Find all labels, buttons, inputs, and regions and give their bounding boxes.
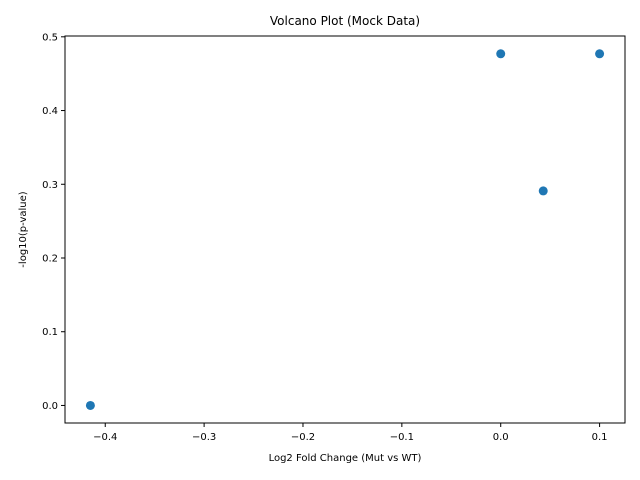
chart-title: Volcano Plot (Mock Data) <box>270 14 420 28</box>
x-axis-ticks: −0.4 −0.3 −0.2 −0.1 0.0 0.1 <box>93 423 608 443</box>
plot-frame <box>64 35 626 424</box>
y-axis-ticks: 0.0 0.1 0.2 0.3 0.4 0.5 <box>42 32 65 412</box>
x-tick-label: −0.1 <box>390 432 414 443</box>
data-point <box>496 49 506 59</box>
x-axis-label: Log2 Fold Change (Mut vs WT) <box>269 453 422 464</box>
x-tick-label: −0.4 <box>93 432 117 443</box>
data-point <box>538 186 548 196</box>
x-tick-label: 0.0 <box>493 432 509 443</box>
y-tick-label: 0.0 <box>42 401 58 412</box>
y-tick-label: 0.5 <box>42 32 58 43</box>
y-tick-label: 0.3 <box>42 180 58 191</box>
data-points <box>85 49 605 410</box>
y-tick-label: 0.4 <box>42 106 58 117</box>
x-tick-label: −0.2 <box>291 432 315 443</box>
data-point <box>595 49 605 59</box>
x-tick-label: −0.3 <box>192 432 216 443</box>
data-point <box>85 400 95 410</box>
x-tick-label: 0.1 <box>592 432 608 443</box>
y-tick-label: 0.1 <box>42 327 58 338</box>
y-axis-label: -log10(p-value) <box>18 191 29 267</box>
y-tick-label: 0.2 <box>42 253 58 264</box>
